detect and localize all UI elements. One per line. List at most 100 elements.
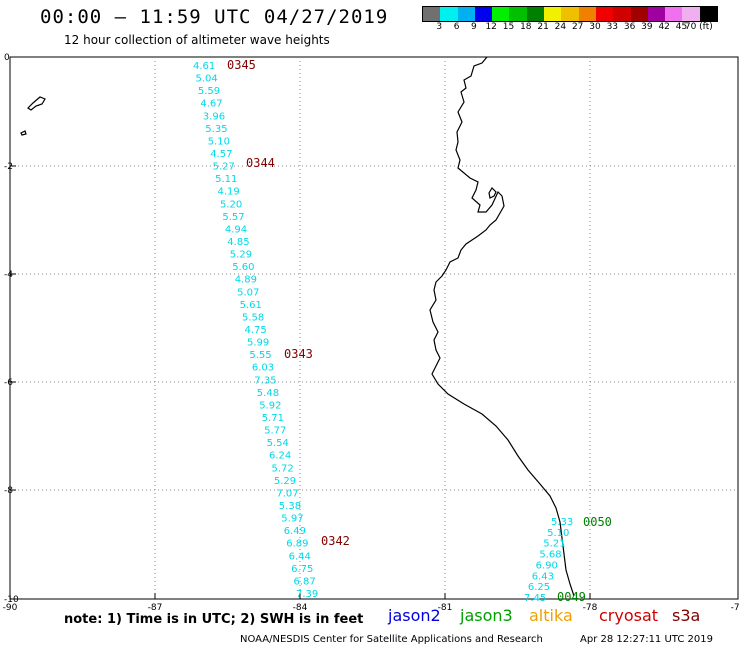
swh-value: 5.33 (551, 517, 573, 528)
legend-cryosat: cryosat (599, 606, 659, 625)
scale-label: 45 (675, 22, 688, 32)
galapagos-island-large (27, 96, 46, 111)
scale-swatch (526, 7, 545, 21)
swh-value: 5.59 (198, 86, 220, 97)
map-frame (9, 56, 739, 600)
swh-value: 5.38 (279, 501, 301, 512)
lat-tick-label: -6 (4, 378, 13, 388)
swh-value: 5.55 (249, 350, 271, 361)
swh-value: 5.99 (247, 338, 269, 349)
swh-value: 5.35 (205, 124, 227, 135)
swh-value: 4.94 (225, 224, 247, 235)
scale-swatch (423, 7, 441, 21)
scale-label: 6 (453, 22, 460, 32)
swh-value: 5.68 (539, 550, 561, 561)
color-scale (422, 6, 719, 22)
swh-value: 4.61 (193, 61, 215, 72)
swh-value: 4.89 (235, 275, 257, 286)
scale-swatch (509, 7, 527, 21)
swh-value: 7.07 (276, 488, 298, 499)
swh-value: 3.96 (203, 111, 225, 122)
footer-note: note: 1) Time is in UTC; 2) SWH is in fe… (64, 612, 364, 627)
swh-value: 6.87 (294, 576, 316, 587)
scale-label: 70 (ft) (684, 22, 713, 32)
legend-s3a: s3a (672, 606, 701, 625)
pass-time-label: 0344 (246, 156, 275, 170)
galapagos-island-small (20, 130, 27, 136)
timestamp: Apr 28 12:27:11 UTC 2019 (580, 634, 713, 645)
scale-swatch (647, 7, 666, 21)
scale-label: 21 (537, 22, 549, 32)
swh-value: 5.04 (196, 74, 218, 85)
swh-value: 7.45 (524, 593, 546, 604)
scale-swatch (682, 7, 700, 21)
lon-tick-label: -84 (293, 603, 308, 610)
swh-value: 5.92 (259, 400, 281, 411)
swh-value: 5.07 (237, 287, 259, 298)
swh-value: 5.21 (543, 539, 565, 550)
scale-label: 36 (623, 22, 636, 32)
scale-swatch (474, 7, 493, 21)
swh-value: 4.57 (210, 149, 232, 160)
lat-tick-label: -4 (4, 270, 13, 280)
swh-value: 5.10 (547, 528, 569, 539)
swh-value: 5.77 (264, 426, 286, 437)
coastline (429, 56, 575, 597)
page-title: 00:00 – 11:59 UTC 04/27/2019 (40, 6, 389, 28)
pass-time-label: 0342 (321, 534, 350, 548)
swh-value: 5.29 (274, 476, 296, 487)
swh-value: 6.90 (536, 560, 558, 571)
swh-value: 6.44 (289, 551, 311, 562)
swh-value: 4.75 (245, 325, 267, 336)
scale-swatch (578, 7, 596, 21)
pass-time-label: 0049 (557, 590, 586, 604)
page-subtitle: 12 hour collection of altimeter wave hei… (64, 33, 330, 47)
swh-value: 5.11 (215, 174, 237, 185)
swh-value: 6.49 (284, 526, 306, 537)
swh-value: 5.97 (281, 514, 303, 525)
swh-value: 4.85 (227, 237, 249, 248)
scale-swatch (630, 7, 648, 21)
scale-swatch (457, 7, 475, 21)
scale-swatch (699, 7, 718, 21)
scale-label: 24 (554, 22, 567, 32)
scale-label: 42 (658, 22, 670, 32)
scale-label: 27 (571, 22, 584, 32)
scale-label: 15 (502, 22, 515, 32)
gulf-island (488, 187, 497, 199)
lon-tick-label: -90 (3, 603, 18, 610)
swh-value: 5.60 (232, 262, 254, 273)
pass-time-label: 0345 (227, 58, 256, 72)
scale-label: 30 (589, 22, 601, 32)
swh-value: 6.89 (286, 539, 308, 550)
scale-label: 3 (436, 22, 443, 32)
scale-label: 39 (641, 22, 653, 32)
scale-swatch (595, 7, 614, 21)
lon-tick-label: -75 (731, 603, 740, 610)
legend-jason2: jason2 (388, 606, 441, 625)
pass-time-label: 0343 (284, 347, 313, 361)
swh-value: 6.43 (532, 571, 554, 582)
scale-label: 18 (520, 22, 532, 32)
legend-jason3: jason3 (460, 606, 513, 625)
swh-value: 4.19 (218, 187, 240, 198)
swh-value: 4.67 (200, 99, 222, 110)
swh-value: 5.48 (257, 388, 279, 399)
swh-value: 5.71 (262, 413, 284, 424)
swh-value: 6.25 (528, 582, 550, 593)
scale-swatch (492, 7, 510, 21)
swh-value: 5.72 (272, 463, 294, 474)
lat-tick-label: -8 (4, 486, 13, 496)
swh-value: 5.29 (230, 250, 252, 261)
lat-tick-label: -2 (4, 162, 13, 172)
swh-value: 5.61 (240, 300, 262, 311)
lon-tick-label: -87 (148, 603, 163, 610)
swh-value: 5.20 (220, 199, 242, 210)
swh-value: 5.27 (213, 162, 235, 173)
scale-swatch (440, 7, 458, 21)
scale-swatch (665, 7, 683, 21)
lon-tick-label: -78 (583, 603, 598, 610)
scale-swatch (613, 7, 631, 21)
swh-value: 6.03 (252, 363, 274, 374)
swh-value: 5.57 (222, 212, 244, 223)
